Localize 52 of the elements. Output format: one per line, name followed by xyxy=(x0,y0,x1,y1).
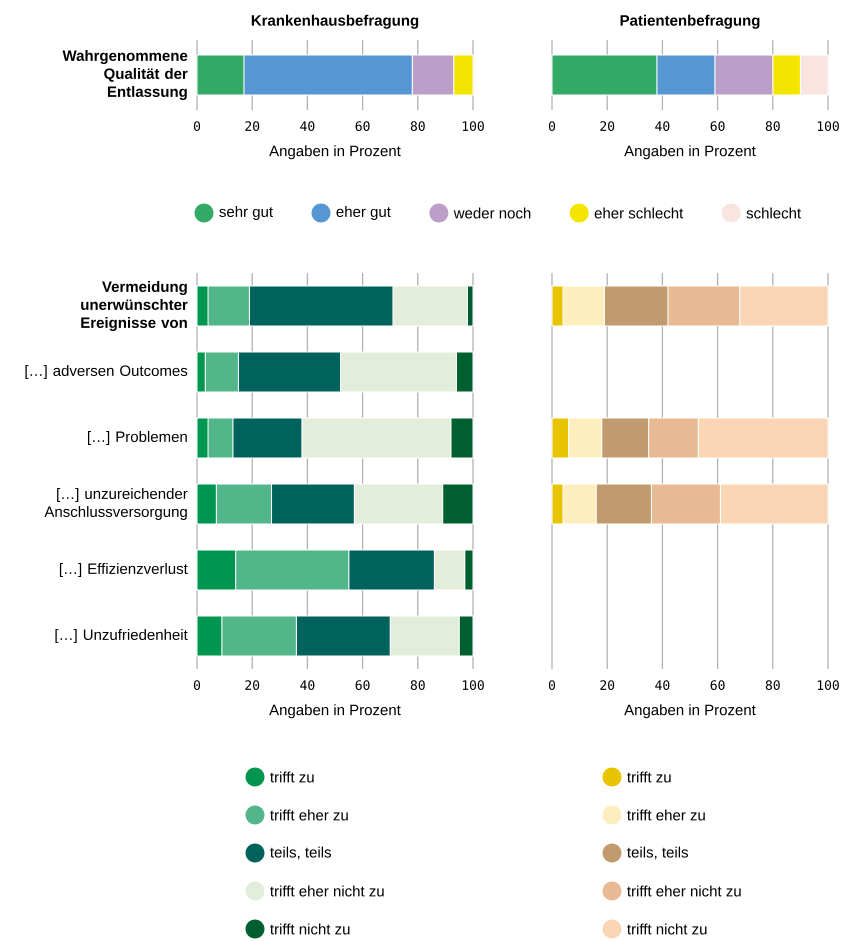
y-tick-label: Wahrgenommene Qualität der Entlassung xyxy=(62,50,188,100)
legend-label: trifft zu xyxy=(270,771,314,782)
y-tick-label: […] unzureichender Anschlussversorgung xyxy=(44,488,188,520)
legend-label: trifft eher zu xyxy=(627,809,705,820)
x-tick-label: 0 xyxy=(194,680,200,690)
x-tick-label: 80 xyxy=(410,121,425,132)
x-tick-label: 40 xyxy=(655,121,670,132)
x-tick-label: 60 xyxy=(356,680,370,690)
x-tick-label: 100 xyxy=(818,680,839,690)
legend-label: sehr gut xyxy=(219,206,273,220)
legend-label: trifft eher nicht zu xyxy=(627,885,741,896)
y-tick-label: […] Effizienzverlust xyxy=(60,563,188,577)
x-tick-label: 0 xyxy=(548,121,556,132)
legend-label: schlecht xyxy=(746,207,802,218)
legend-label: trifft nicht zu xyxy=(627,923,706,934)
chart-title: Krankenhausbefragung xyxy=(252,14,418,29)
x-tick-label: 60 xyxy=(710,121,725,132)
legend-label: weder noch xyxy=(454,207,530,218)
x-tick-label: 100 xyxy=(818,121,839,132)
x-tick-label: 100 xyxy=(462,680,484,690)
legend-label: trifft eher zu xyxy=(270,809,348,820)
x-tick-label: 40 xyxy=(300,680,314,690)
x-tick-label: 100 xyxy=(462,121,484,132)
x-tick-label: 60 xyxy=(710,680,725,690)
legend-label: trifft eher nicht zu xyxy=(270,885,384,896)
x-tick-label: 20 xyxy=(245,121,260,132)
x-axis-title: Angaben in Prozent xyxy=(624,145,756,160)
x-tick-label: 0 xyxy=(194,121,200,132)
x-tick-label: 0 xyxy=(548,680,556,690)
x-axis-title: Angaben in Prozent xyxy=(269,145,401,160)
x-tick-label: 20 xyxy=(600,680,614,690)
legend-label: teils, teils xyxy=(627,846,688,860)
chart-title: Patientenbefragung xyxy=(620,14,760,29)
legend-label: trifft nicht zu xyxy=(270,923,350,934)
x-tick-label: 40 xyxy=(655,680,670,690)
legend-label: eher schlecht xyxy=(594,207,684,218)
x-tick-label: 80 xyxy=(766,680,780,690)
x-tick-label: 20 xyxy=(600,121,614,132)
x-tick-label: 60 xyxy=(356,121,370,132)
x-tick-label: 80 xyxy=(766,121,780,132)
y-tick-label: […] Problemen xyxy=(88,431,187,445)
y-tick-label: […] Unzufriedenheit xyxy=(55,629,188,643)
legend-label: eher gut xyxy=(336,206,391,220)
legend-label: teils, teils xyxy=(270,846,332,860)
x-tick-label: 20 xyxy=(245,680,260,690)
y-tick-label: […] adversen Outcomes xyxy=(25,365,188,379)
y-tick-label: Vermeidung unerwünschter Ereignisse von xyxy=(81,280,188,332)
legend-label: trifft zu xyxy=(627,771,671,782)
x-axis-title: Angaben in Prozent xyxy=(624,704,756,718)
x-axis-title: Angaben in Prozent xyxy=(269,704,401,718)
x-tick-label: 80 xyxy=(410,680,425,690)
x-tick-label: 40 xyxy=(300,121,314,132)
